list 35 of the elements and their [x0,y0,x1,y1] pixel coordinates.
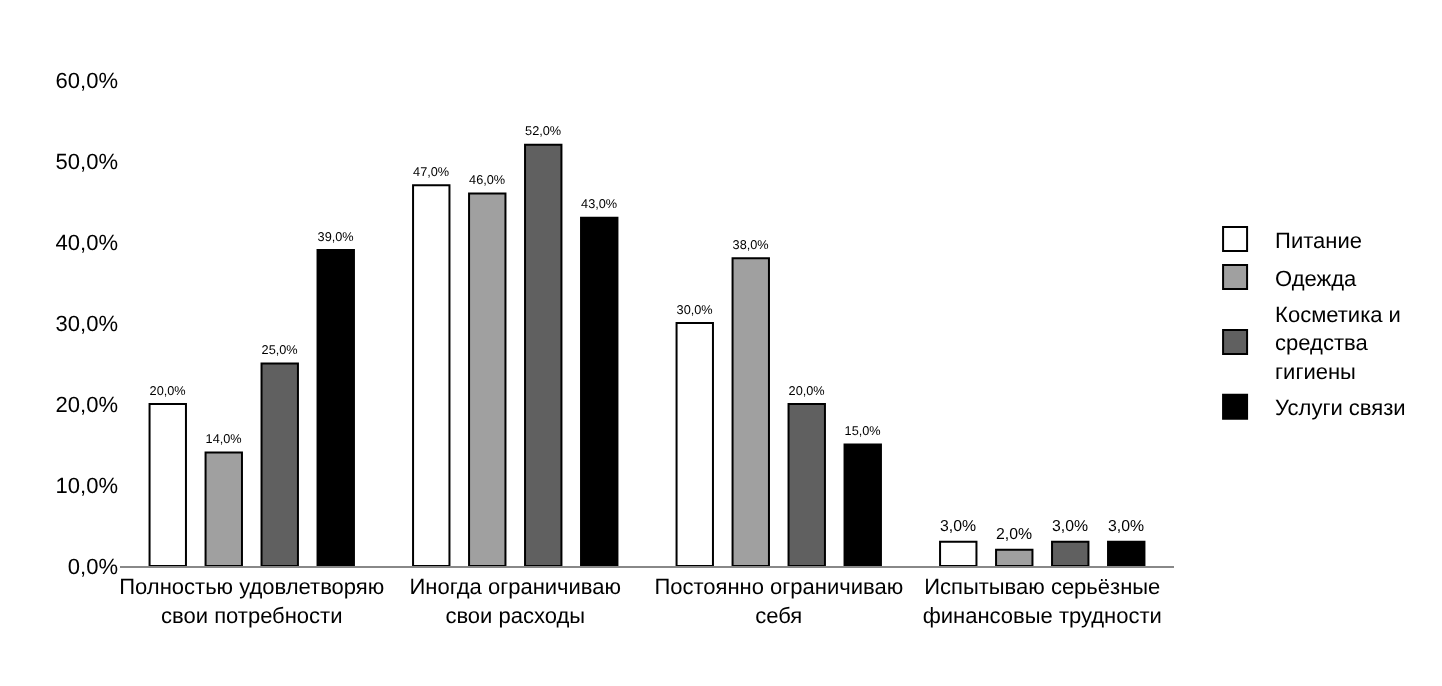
bar [260,362,299,566]
bar [468,192,507,566]
x-tick-label: Полностью удовлетворяю свои потребности [119,576,385,629]
x-tick-label: Иногда ограничиваю свои расходы [409,576,622,629]
y-tick-label: 30,0% [55,312,119,337]
bar [580,216,619,566]
data-label: 3,0% [1052,517,1089,536]
legend-label: Косметика и средства гигиены [1275,303,1401,386]
legend-label: Услуги связи [1275,397,1406,422]
y-tick-label: 0,0% [67,555,119,580]
y-tick-label: 50,0% [55,150,119,175]
x-tick-label: Постоянно ограничиваю себя [654,576,904,629]
bar [524,143,563,566]
y-tick-label: 40,0% [55,231,119,256]
data-label: 3,0% [1108,517,1145,536]
bar [148,403,187,566]
bar [316,249,355,566]
legend-label: Питание [1275,229,1362,254]
y-tick-label: 60,0% [55,69,119,94]
x-tick-label: Испытываю серьёзные финансовые трудности [922,576,1162,629]
data-label: 2,0% [996,525,1033,544]
bar [675,322,714,566]
bar [204,451,243,566]
bar [1051,540,1090,566]
bar [787,403,826,566]
bar [939,540,978,566]
data-label: 3,0% [940,517,977,536]
bar [843,443,882,566]
bar [995,548,1034,566]
y-tick-label: 10,0% [55,474,119,499]
bar [731,257,770,566]
y-tick-label: 20,0% [55,393,119,418]
legend-label: Одежда [1275,267,1359,292]
bar [1107,540,1146,566]
bar [412,184,451,566]
